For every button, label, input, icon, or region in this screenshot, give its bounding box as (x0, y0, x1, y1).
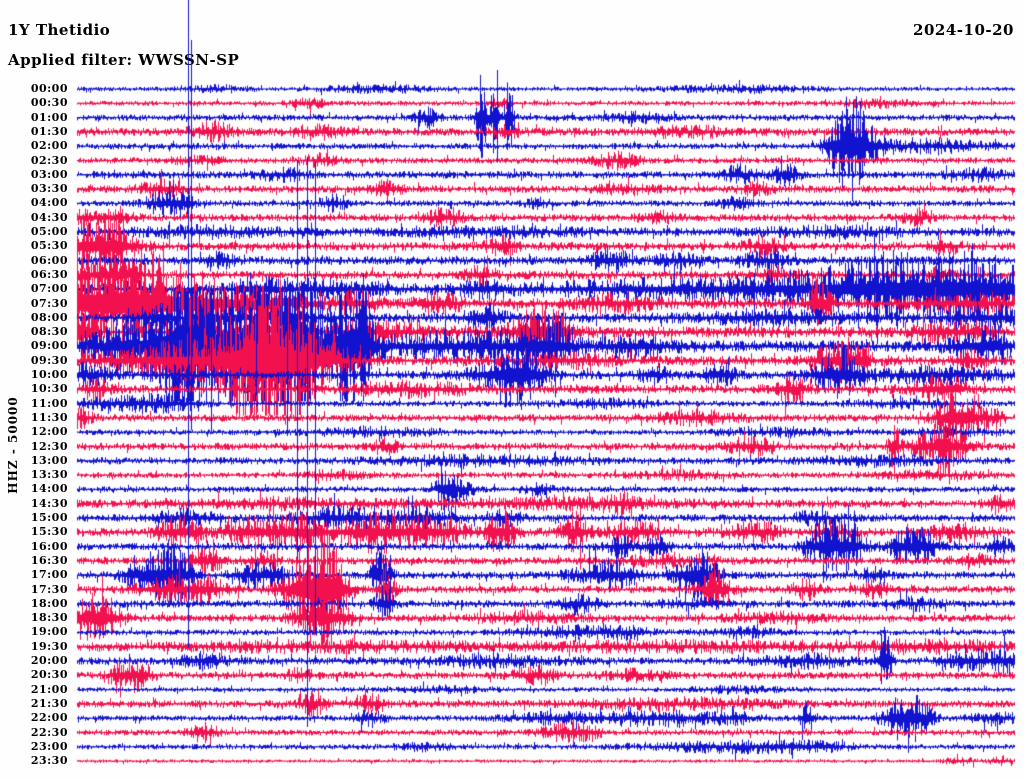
time-label: 19:30 (30, 639, 68, 653)
time-label: 11:30 (30, 410, 68, 424)
time-label: 04:30 (30, 210, 68, 224)
time-label: 01:30 (30, 124, 68, 138)
time-label: 06:00 (30, 253, 68, 267)
time-label: 13:00 (30, 453, 68, 467)
time-label: 08:00 (30, 310, 68, 324)
time-label: 14:30 (30, 496, 68, 510)
time-label: 21:30 (30, 696, 68, 710)
time-label: 20:00 (30, 654, 68, 667)
time-label: 15:00 (30, 511, 68, 524)
time-label: 02:00 (30, 139, 68, 153)
time-label: 16:00 (30, 539, 68, 553)
time-label: 22:00 (30, 711, 68, 725)
time-label: 05:00 (30, 225, 68, 238)
time-label: 00:30 (30, 96, 68, 110)
time-label: 09:00 (30, 339, 68, 353)
time-label: 23:00 (30, 739, 68, 753)
time-label: 07:00 (30, 282, 68, 296)
time-label: 05:30 (30, 239, 68, 253)
time-label: 18:00 (30, 596, 68, 610)
time-label: 19:00 (30, 625, 68, 639)
time-label: 10:30 (30, 382, 68, 396)
time-label: 20:30 (30, 668, 68, 682)
time-label: 03:30 (30, 182, 68, 196)
time-label: 13:30 (30, 468, 68, 482)
time-label: 07:30 (30, 296, 68, 310)
time-label: 01:00 (30, 110, 68, 124)
time-label: 17:00 (30, 568, 68, 582)
time-label: 06:30 (30, 267, 68, 281)
time-label: 14:00 (30, 482, 68, 496)
time-label: 18:30 (30, 611, 68, 625)
time-label: 12:30 (30, 439, 68, 453)
time-label: 15:30 (30, 525, 68, 539)
time-label: 21:00 (30, 682, 68, 696)
time-label: 17:30 (30, 582, 68, 596)
time-label: 00:00 (30, 82, 68, 95)
time-label: 04:00 (30, 196, 68, 210)
time-label: 09:30 (30, 353, 68, 367)
time-label: 08:30 (30, 325, 68, 339)
time-label: 10:00 (30, 368, 68, 381)
time-label: 03:00 (30, 167, 68, 181)
time-label: 22:30 (30, 725, 68, 739)
time-label: 02:30 (30, 153, 68, 167)
time-label: 11:00 (30, 396, 68, 410)
time-label: 16:30 (30, 553, 68, 567)
time-label: 12:00 (30, 425, 68, 439)
time-label: 23:30 (30, 754, 68, 768)
